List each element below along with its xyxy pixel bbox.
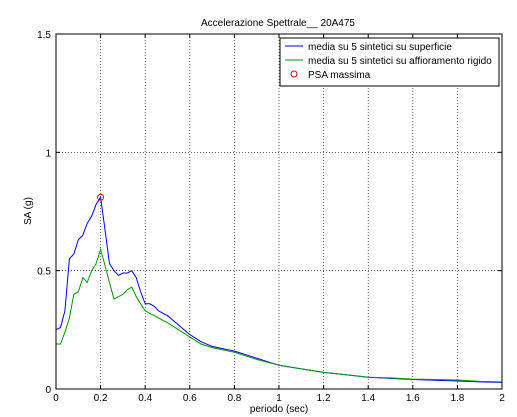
x-tick-label: 0.6 bbox=[183, 393, 197, 404]
y-tick-label: 0.5 bbox=[37, 267, 51, 278]
y-tick-label: 0 bbox=[45, 385, 51, 396]
x-tick-label: 1.8 bbox=[450, 393, 464, 404]
y-tick-label: 1.5 bbox=[37, 30, 51, 41]
y-tick-label: 1 bbox=[45, 148, 51, 159]
legend-label-bedrock: media su 5 sintetici su affioramento rig… bbox=[308, 56, 492, 67]
x-tick-label: 1.6 bbox=[406, 393, 420, 404]
series-line-bedrock bbox=[56, 247, 503, 383]
grid bbox=[55, 33, 503, 390]
legend-box bbox=[279, 37, 500, 87]
x-tick-label: 2 bbox=[499, 393, 505, 404]
chart-title: Accelerazione Spettrale__ 20A475 bbox=[201, 18, 355, 29]
x-tick-label: 1 bbox=[276, 393, 282, 404]
x-axis-label: periodo (sec) bbox=[250, 404, 308, 415]
legend-label-surface: media su 5 sintetici su superficie bbox=[308, 42, 452, 53]
x-tick-label: 1.2 bbox=[317, 393, 331, 404]
legend: media su 5 sintetici su superficie media… bbox=[279, 37, 500, 87]
x-tick-label: 0.4 bbox=[138, 393, 152, 404]
y-axis-label: SA (g) bbox=[23, 197, 34, 225]
tick-group: 0 0.2 0.4 0.6 0.8 1 1.2 1.4 1.6 1.8 2 0 0.5 1 1.5 bbox=[37, 30, 505, 404]
x-tick-label: 1.4 bbox=[361, 393, 375, 404]
x-tick-label: 0.8 bbox=[227, 393, 241, 404]
x-tick-label: 0 bbox=[53, 393, 59, 404]
series-group bbox=[55, 195, 503, 383]
marker-group bbox=[97, 193, 105, 201]
legend-label-psa: PSA massima bbox=[308, 70, 371, 81]
psa-max-marker bbox=[97, 193, 105, 201]
legend-swatch-psa-marker bbox=[290, 70, 298, 78]
x-tick-label: 0.2 bbox=[94, 393, 108, 404]
